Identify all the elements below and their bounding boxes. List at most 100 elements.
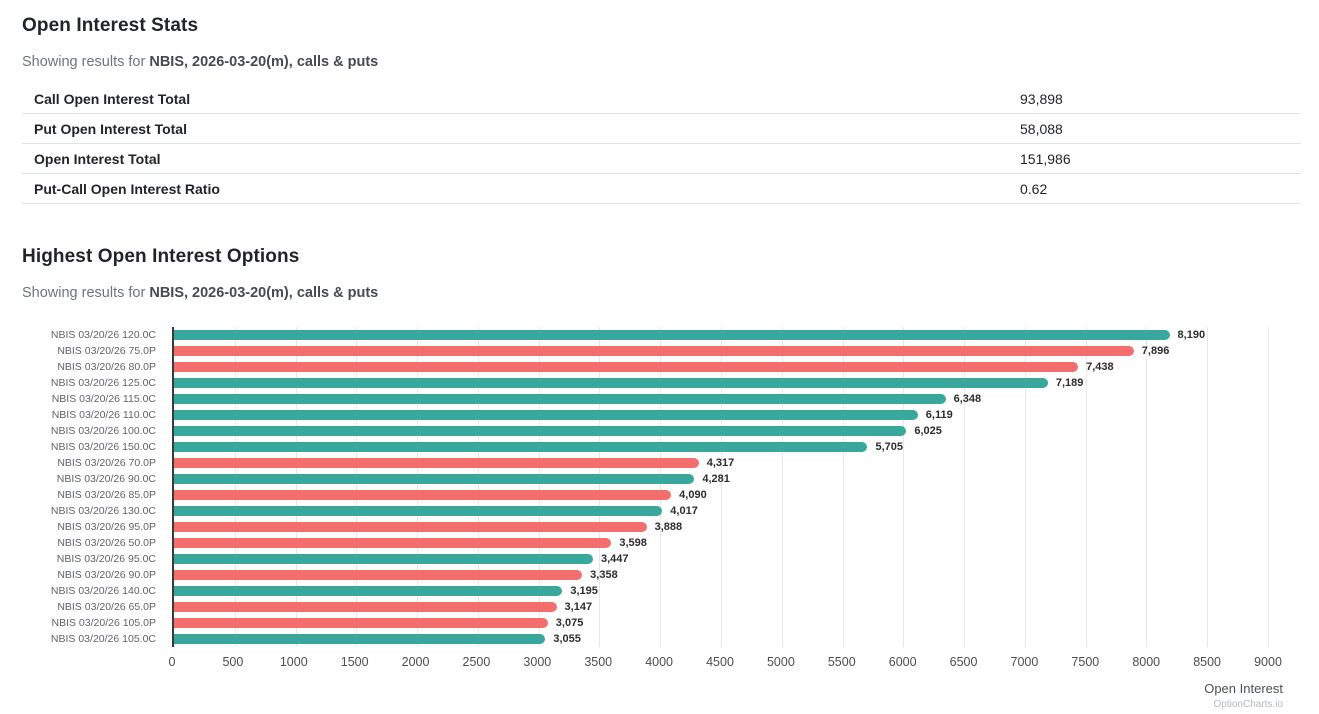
bar-row: 4,090: [174, 487, 1268, 503]
stat-value: 93,898: [1020, 90, 1063, 107]
call-bar[interactable]: [174, 394, 946, 404]
gridline: [477, 327, 479, 647]
chart-subtitle-prefix: Showing results for: [22, 285, 150, 301]
stat-label: Put-Call Open Interest Ratio: [34, 180, 220, 197]
y-axis-label: NBIS 03/20/26 100.0C: [50, 425, 156, 437]
y-axis-label: NBIS 03/20/26 125.0C: [50, 377, 156, 389]
bar-row: 4,017: [174, 503, 1268, 519]
call-bar[interactable]: [174, 634, 546, 644]
y-axis-label: NBIS 03/20/26 90.0P: [57, 569, 156, 581]
x-axis-tick-label: 0: [168, 655, 176, 669]
stat-label: Call Open Interest Total: [34, 90, 191, 107]
put-bar[interactable]: [174, 362, 1079, 372]
put-bar[interactable]: [174, 522, 647, 532]
table-row: Put Open Interest Total 58,088: [22, 114, 1301, 144]
table-row: Put-Call Open Interest Ratio 0.62: [22, 174, 1301, 204]
bar-value-label: 7,438: [1086, 361, 1114, 373]
axis-caption: Open Interest OptionCharts.io: [22, 681, 1301, 710]
bar-value-label: 3,888: [654, 521, 683, 533]
bar-row: 6,119: [174, 407, 1268, 423]
put-bar[interactable]: [174, 538, 612, 548]
bar-row: 3,075: [174, 615, 1268, 631]
stats-section-title: Open Interest Stats: [22, 15, 199, 36]
y-axis-label: NBIS 03/20/26 105.0P: [51, 617, 157, 629]
stats-section: Open Interest Stats Showing results for …: [22, 15, 1301, 204]
stats-subtitle-prefix: Showing results for: [22, 54, 150, 70]
x-axis-tick-label: 4000: [645, 655, 674, 669]
chart-section-title: Highest Open Interest Options: [22, 246, 300, 267]
call-bar[interactable]: [174, 474, 695, 484]
put-bar[interactable]: [174, 458, 699, 468]
x-axis-tick-label: 7000: [1010, 655, 1039, 669]
gridline: [356, 327, 358, 647]
stat-label: Put Open Interest Total: [34, 120, 187, 137]
stat-value: 58,088: [1020, 120, 1063, 137]
put-bar[interactable]: [174, 490, 672, 500]
bar-row: 3,447: [174, 551, 1268, 567]
bar-value-label: 6,025: [914, 425, 942, 437]
x-axis-tick-label: 8000: [1132, 655, 1161, 669]
call-bar[interactable]: [174, 410, 918, 420]
x-axis-title: Open Interest: [1204, 681, 1283, 696]
bar-row: 7,189: [174, 375, 1268, 391]
call-bar[interactable]: [174, 506, 663, 516]
bar-row: 8,190: [174, 327, 1268, 343]
bar-row: 4,281: [174, 471, 1268, 487]
bar-value-label: 3,447: [601, 553, 629, 565]
bar-value-label: 3,055: [553, 633, 581, 645]
gridline: [781, 327, 783, 647]
y-axis-label: NBIS 03/20/26 130.0C: [50, 505, 156, 517]
bar-value-label: 3,358: [590, 569, 618, 581]
x-axis-tick-label: 1500: [340, 655, 369, 669]
y-axis-labels: NBIS 03/20/26 120.0C NBIS 03/20/26 75.0P N…: [22, 327, 172, 647]
bar-value-label: 4,090: [679, 489, 707, 501]
y-axis-label: NBIS 03/20/26 140.0C: [50, 585, 156, 597]
bar-row: 7,438: [174, 359, 1268, 375]
bar-row: 6,025: [174, 423, 1268, 439]
y-axis-label: NBIS 03/20/26 120.0C: [50, 329, 156, 341]
call-bar[interactable]: [174, 426, 907, 436]
call-bar[interactable]: [174, 442, 868, 452]
bar-row: 4,317: [174, 455, 1268, 471]
bar-value-label: 3,598: [619, 537, 647, 549]
bar-value-label: 5,705: [875, 441, 903, 453]
bar-value-label: 6,119: [925, 409, 953, 421]
y-axis-label: NBIS 03/20/26 105.0C: [50, 633, 156, 645]
stat-label: Open Interest Total: [34, 150, 161, 167]
call-bar[interactable]: [174, 378, 1048, 388]
gridline: [1268, 327, 1269, 647]
put-bar[interactable]: [174, 570, 583, 580]
bar-row: 3,055: [174, 631, 1268, 647]
bar-row: 3,358: [174, 567, 1268, 583]
bar-row: 3,195: [174, 583, 1268, 599]
chart-credit: OptionCharts.io: [1213, 699, 1283, 710]
bar-row: 6,348: [174, 391, 1268, 407]
put-bar[interactable]: [174, 346, 1134, 356]
y-axis-label: NBIS 03/20/26 70.0P: [57, 457, 156, 469]
call-bar[interactable]: [174, 330, 1170, 340]
bar-value-label: 4,317: [706, 457, 735, 469]
x-axis-tick-label: 500: [222, 655, 244, 669]
y-axis-label: NBIS 03/20/26 95.0P: [57, 521, 156, 533]
y-axis-label: NBIS 03/20/26 80.0P: [57, 361, 156, 373]
put-bar[interactable]: [174, 602, 557, 612]
stat-value: 0.62: [1020, 180, 1048, 197]
stat-value: 151,986: [1020, 150, 1071, 167]
gridline: [538, 327, 540, 647]
gridline: [599, 327, 601, 647]
bar-value-label: 3,147: [564, 601, 593, 613]
stats-table: Call Open Interest Total 93,898 Put Open…: [22, 84, 1301, 204]
put-bar[interactable]: [174, 618, 548, 628]
y-axis-label: NBIS 03/20/26 65.0P: [57, 601, 156, 613]
stats-subtitle-query: NBIS, 2026-03-20(m), calls & puts: [149, 54, 379, 70]
y-axis-label: NBIS 03/20/26 90.0C: [56, 473, 156, 485]
chart-subtitle: Showing results for NBIS, 2026-03-20(m),…: [22, 285, 1301, 301]
call-bar[interactable]: [174, 586, 563, 596]
call-bar[interactable]: [174, 554, 593, 564]
x-axis-ticks: 0 500 1000 1500 2000 2500 3000 3500 4000 4500 5000…: [168, 655, 1282, 673]
bar-value-label: 4,017: [670, 505, 698, 517]
x-axis-tick-label: 1000: [279, 655, 308, 669]
x-axis-tick-label: 8500: [1193, 655, 1222, 669]
bar-value-label: 3,075: [555, 617, 584, 629]
y-axis-label: NBIS 03/20/26 115.0C: [51, 393, 156, 405]
